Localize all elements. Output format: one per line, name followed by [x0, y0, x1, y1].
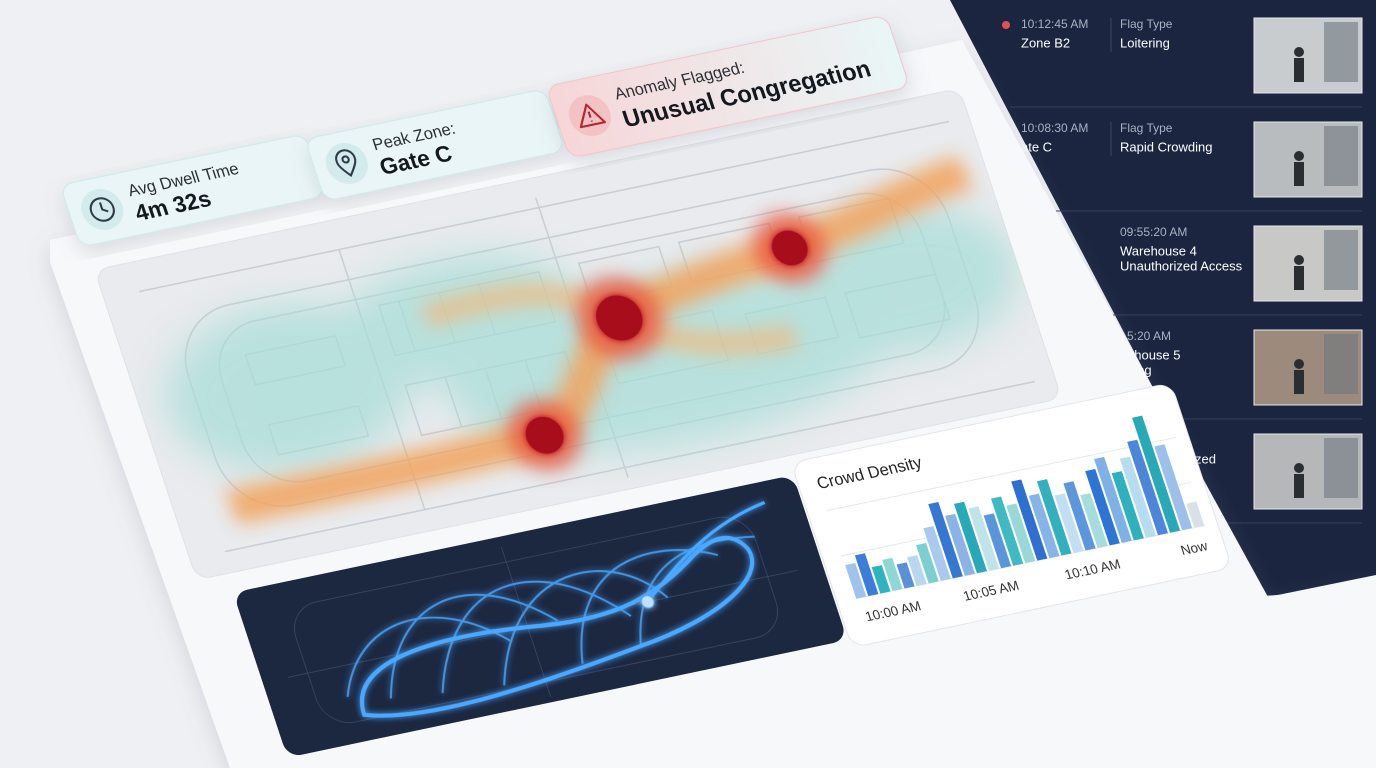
thumbnail-person — [1294, 370, 1304, 394]
thumbnail-person — [1294, 162, 1304, 186]
density-bar — [882, 557, 903, 592]
thumbnail-person — [1294, 463, 1304, 473]
event-time: 5:20 AM — [1127, 329, 1171, 343]
density-bar — [1080, 493, 1108, 548]
density-bar — [1132, 415, 1181, 533]
trajectory-panel — [236, 477, 844, 756]
event-detail: ehouse 5 — [1127, 347, 1181, 362]
trajectory-map — [287, 500, 798, 724]
thumbnail-person — [1294, 359, 1304, 369]
thumbnail-person — [1294, 266, 1304, 290]
thumbnail-person — [1294, 255, 1304, 265]
density-bar — [871, 565, 891, 594]
density-bar — [1054, 493, 1084, 554]
trajectories — [346, 500, 766, 718]
thumbnail-detail — [1324, 334, 1358, 394]
pin-icon — [341, 155, 350, 164]
density-bar — [923, 526, 951, 581]
clock-icon — [89, 197, 115, 222]
event-detail: Warehouse 4 — [1120, 243, 1197, 258]
density-bar — [954, 501, 987, 574]
density-bar — [1127, 439, 1169, 536]
heatmap — [138, 120, 1036, 553]
density-bar — [1036, 479, 1072, 556]
density-bar — [968, 506, 1000, 571]
density-bar — [990, 496, 1024, 566]
flag-type: Rapid Crowding — [1120, 139, 1213, 154]
flag-label: Flag Type — [1120, 17, 1173, 31]
density-bar — [1154, 444, 1193, 531]
density-bar — [928, 501, 963, 579]
density-bar — [907, 555, 927, 586]
thumbnail-person — [1294, 47, 1304, 57]
event-time: 09:55:20 AM — [1120, 225, 1187, 239]
warning-icon — [579, 103, 606, 129]
density-bar — [945, 513, 975, 576]
density-bar — [1186, 501, 1205, 528]
thumbnail-detail — [1324, 438, 1358, 498]
density-bar — [916, 542, 939, 584]
density-bar — [1006, 503, 1036, 564]
event-detail: zed — [1195, 451, 1216, 466]
density-bar — [896, 562, 915, 589]
thumbnail-person — [1294, 474, 1304, 498]
x-axis-label: Now — [1179, 538, 1210, 558]
stat-card — [548, 16, 908, 157]
thumbnail-person — [1294, 58, 1304, 82]
event-location: Zone B2 — [1021, 35, 1070, 50]
event-detail: Unauthorized Access — [1120, 258, 1243, 273]
thumbnail-detail — [1324, 22, 1358, 82]
event-time: 10:12:45 AM — [1021, 17, 1088, 31]
thumbnail-detail — [1324, 126, 1358, 186]
thumbnail-person — [1294, 151, 1304, 161]
event-list: 10:12:45 AM Zone B2 Flag Type Loitering 10:0… — [1002, 17, 1363, 524]
density-bar — [1094, 456, 1132, 543]
flag-type: Loitering — [1120, 35, 1170, 50]
warning-icon — [587, 111, 593, 122]
pin-icon — [335, 149, 357, 178]
stat-card — [307, 90, 563, 200]
density-bar — [845, 562, 867, 599]
clock-icon — [98, 202, 109, 213]
density-bar — [1085, 469, 1120, 546]
density-bar — [983, 513, 1012, 569]
event-location: ate C — [1021, 139, 1052, 154]
density-bar — [1111, 471, 1144, 541]
density-bar — [1028, 493, 1060, 559]
density-bar — [854, 553, 879, 597]
density-bar — [1119, 456, 1156, 538]
thumbnail-detail — [1324, 230, 1358, 290]
heat-hotspots — [508, 213, 826, 470]
status-dot — [1002, 21, 1010, 29]
density-bar — [1063, 481, 1096, 551]
density-bar — [1011, 479, 1048, 561]
event-time: 10:08:30 AM — [1021, 121, 1088, 135]
flag-label: Flag Type — [1120, 121, 1173, 135]
